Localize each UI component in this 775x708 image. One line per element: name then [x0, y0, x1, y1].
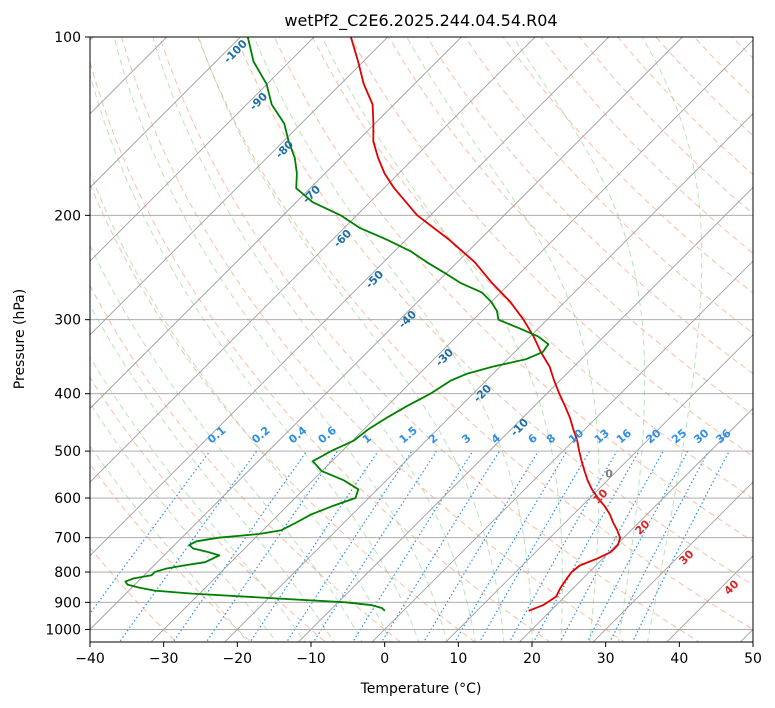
x-tick-label: 0	[380, 651, 389, 667]
moist-adiabat	[641, 37, 703, 642]
x-tick-label: −40	[75, 651, 105, 667]
isotherm-gridline	[224, 113, 753, 642]
dry-adiabat	[350, 37, 753, 458]
isotherm-gridline	[297, 186, 753, 642]
isotherm-gridline	[445, 334, 753, 642]
plot-frame	[89, 36, 754, 643]
isotherm-gridline	[90, 37, 315, 262]
y-tick-label: 700	[54, 531, 81, 547]
isotherm-gridline	[90, 37, 610, 557]
y-tick-label: 300	[54, 313, 81, 329]
x-tick-label: 30	[597, 651, 615, 667]
x-tick-label: 40	[670, 651, 688, 667]
isotherm-gridline	[371, 260, 753, 642]
chart-title: wetPf2_C2E6.2025.244.04.54.R04	[284, 11, 557, 31]
y-tick-label: 800	[54, 565, 81, 581]
y-tick-label: 100	[54, 30, 81, 46]
y-tick-label: 900	[54, 595, 81, 611]
x-tick-label: −10	[296, 651, 326, 667]
isotherm-gridline	[90, 37, 684, 631]
x-tick-label: 10	[449, 651, 467, 667]
y-axis: 100 200 300 400 500 600 700 800 900 1000	[45, 30, 90, 638]
dewpoint-line	[124, 37, 550, 612]
moist-adiabat	[253, 37, 533, 642]
moist-adiabat	[406, 37, 600, 642]
y-tick-label: 600	[54, 491, 81, 507]
series-group	[124, 37, 621, 612]
y-tick-label: 200	[54, 208, 81, 224]
isotherm-gridline	[90, 37, 389, 336]
isotherm-gridline	[90, 37, 463, 410]
grid	[90, 37, 753, 642]
moist-adiabat	[90, 356, 306, 642]
isotherm-gridline	[90, 37, 536, 483]
y-axis-label: Pressure (hPa)	[12, 289, 28, 389]
x-tick-label: −20	[223, 651, 253, 667]
dry-adiabat	[388, 37, 753, 416]
x-tick-label: 20	[523, 651, 541, 667]
moist-adiabat	[90, 72, 420, 642]
moist-adiabat	[321, 37, 563, 642]
dry-adiabat	[426, 37, 753, 375]
parcel-point-label: 0	[605, 467, 613, 480]
isotherm-gridline	[90, 37, 242, 189]
isotherm-gridline	[592, 481, 753, 642]
temperature-line	[350, 37, 621, 612]
isotherm-gridline	[150, 39, 753, 642]
x-axis-label: Temperature (°C)	[360, 681, 482, 697]
y-tick-label: 1000	[45, 622, 81, 638]
x-axis: −40 −30 −20 −10 0 10 20 30 40 50	[75, 642, 762, 667]
y-tick-label: 500	[54, 444, 81, 460]
y-tick-label: 400	[54, 387, 81, 403]
isotherm-gridline	[518, 407, 753, 642]
x-tick-label: −30	[149, 651, 179, 667]
x-tick-label: 50	[744, 651, 762, 667]
